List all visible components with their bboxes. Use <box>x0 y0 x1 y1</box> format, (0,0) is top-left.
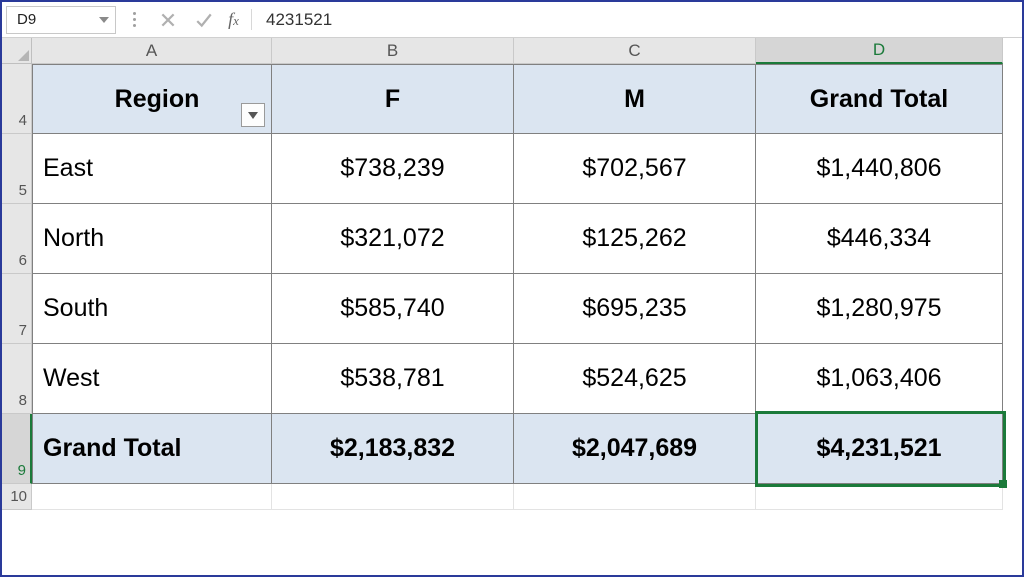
row-head-8[interactable]: 8 <box>2 344 32 414</box>
empty-cell[interactable] <box>272 484 514 510</box>
pivot-cell[interactable]: $1,280,975 <box>756 274 1003 344</box>
excel-window: D9 fx A B C D 4 Region F M Grand Total <box>0 0 1024 577</box>
pivot-cell[interactable]: South <box>32 274 272 344</box>
row-head-6[interactable]: 6 <box>2 204 32 274</box>
filter-dropdown-button[interactable] <box>241 103 265 127</box>
col-head-b[interactable]: B <box>272 38 514 64</box>
pivot-header-label: Region <box>115 85 200 114</box>
col-head-d[interactable]: D <box>756 38 1003 64</box>
x-icon <box>159 11 177 29</box>
select-all-corner[interactable] <box>2 38 32 64</box>
empty-cell[interactable] <box>514 484 756 510</box>
enter-formula-button[interactable] <box>188 6 220 34</box>
empty-cell[interactable] <box>32 484 272 510</box>
pivot-grand-total[interactable]: $4,231,521 <box>756 414 1003 484</box>
name-box-value: D9 <box>17 11 36 28</box>
name-box[interactable]: D9 <box>6 6 116 34</box>
pivot-cell[interactable]: $321,072 <box>272 204 514 274</box>
pivot-cell[interactable]: $1,440,806 <box>756 134 1003 204</box>
row-head-10[interactable]: 10 <box>2 484 32 510</box>
chevron-down-icon <box>248 112 258 119</box>
pivot-grand-label[interactable]: Grand Total <box>32 414 272 484</box>
caret-down-icon <box>99 17 109 23</box>
row-head-7[interactable]: 7 <box>2 274 32 344</box>
check-icon <box>195 11 213 29</box>
pivot-grand-m[interactable]: $2,047,689 <box>514 414 756 484</box>
cancel-formula-button[interactable] <box>152 6 184 34</box>
pivot-cell[interactable]: $702,567 <box>514 134 756 204</box>
pivot-header-m[interactable]: M <box>514 64 756 134</box>
pivot-cell[interactable]: $695,235 <box>514 274 756 344</box>
pivot-cell[interactable]: North <box>32 204 272 274</box>
row-head-4[interactable]: 4 <box>2 64 32 134</box>
empty-cell[interactable] <box>756 484 1003 510</box>
pivot-header-region[interactable]: Region <box>32 64 272 134</box>
pivot-cell[interactable]: East <box>32 134 272 204</box>
pivot-cell[interactable]: $125,262 <box>514 204 756 274</box>
pivot-cell[interactable]: West <box>32 344 272 414</box>
pivot-cell[interactable]: $585,740 <box>272 274 514 344</box>
col-head-c[interactable]: C <box>514 38 756 64</box>
pivot-cell[interactable]: $1,063,406 <box>756 344 1003 414</box>
pivot-grand-f[interactable]: $2,183,832 <box>272 414 514 484</box>
worksheet-grid[interactable]: A B C D 4 Region F M Grand Total 5 East … <box>2 38 1022 575</box>
pivot-cell[interactable]: $524,625 <box>514 344 756 414</box>
pivot-header-f[interactable]: F <box>272 64 514 134</box>
pivot-cell[interactable]: $738,239 <box>272 134 514 204</box>
pivot-cell[interactable]: $538,781 <box>272 344 514 414</box>
fx-icon[interactable]: fx <box>224 9 252 30</box>
formula-bar: D9 fx <box>2 2 1022 38</box>
grip-icon <box>126 12 142 27</box>
formula-input[interactable] <box>260 6 1018 34</box>
row-head-5[interactable]: 5 <box>2 134 32 204</box>
pivot-header-grand-total[interactable]: Grand Total <box>756 64 1003 134</box>
col-head-a[interactable]: A <box>32 38 272 64</box>
pivot-cell[interactable]: $446,334 <box>756 204 1003 274</box>
row-head-9[interactable]: 9 <box>2 414 32 484</box>
